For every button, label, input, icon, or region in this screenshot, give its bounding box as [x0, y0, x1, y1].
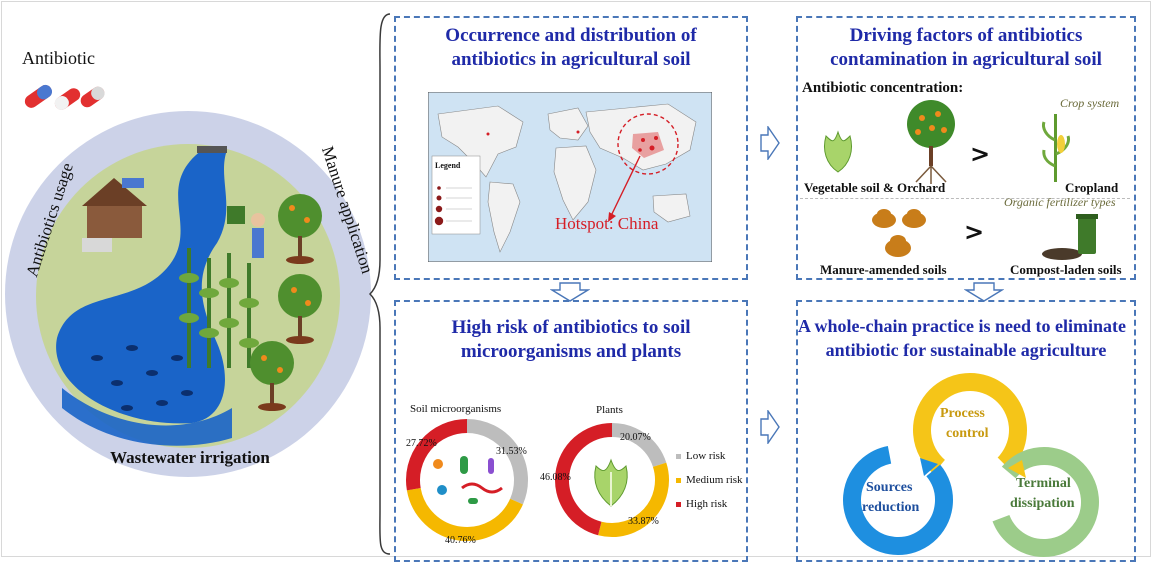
- manure-icon: [872, 209, 926, 257]
- occurrence-title-line2: antibiotics in agricultural soil: [451, 49, 691, 70]
- manure-amended-soils-label: Manure-amended soils: [820, 262, 947, 277]
- divider-line: [800, 198, 1130, 199]
- microbe-icons: [433, 456, 503, 504]
- antibiotic-concentration-label: Antibiotic concentration:: [802, 80, 964, 96]
- occurrence-title-line1: Occurrence and distribution of: [445, 25, 697, 46]
- compost-laden-soils-label: Compost-laden soils: [1010, 262, 1122, 277]
- crop-system-label: Crop system: [1060, 96, 1120, 110]
- soil-microorganisms-label: Soil microorganisms: [410, 403, 502, 415]
- down-arrow-icon-right: [964, 282, 1004, 302]
- antibiotic-title: Antibiotic: [22, 48, 95, 68]
- world-map: [428, 92, 712, 262]
- donut-slice-low-risk: [611, 423, 667, 468]
- risk-legend: Low risk Medium risk High risk: [676, 446, 743, 514]
- down-arrow-icon: [550, 282, 590, 302]
- cropland-label: Cropland: [1065, 180, 1119, 195]
- vegetable-icon: [824, 130, 852, 173]
- compost-bin-icon: [1042, 214, 1098, 260]
- soil-pct-low: 31.53%: [496, 446, 527, 457]
- process-label: Process: [940, 406, 985, 421]
- orchard-tree-icon: [907, 100, 955, 184]
- vegetable-orchard-label: Vegetable soil & Orchard: [804, 180, 946, 195]
- control-label: control: [946, 426, 989, 441]
- plant-pct-high: 46.08%: [540, 472, 571, 483]
- hotspot-label: Hotspot: China: [555, 214, 659, 233]
- wastewater-irrigation-label: Wastewater irrigation: [110, 448, 270, 467]
- plants-label: Plants: [596, 404, 623, 416]
- legend-swatch-medium: [676, 477, 681, 483]
- right-arrow-icon-bottom: [760, 410, 780, 444]
- donut-slice-medium-risk: [406, 487, 523, 541]
- chain-title-line1: A whole-chain practice is need to elimin…: [798, 316, 1126, 336]
- legend-low-risk: Low risk: [686, 450, 726, 462]
- organic-fertilizer-types-label: Organic fertilizer types: [1004, 195, 1116, 209]
- soil-pct-medium: 40.76%: [445, 535, 476, 546]
- terminal-label: Terminal: [1016, 476, 1071, 491]
- greater-than-fertilizer: >: [964, 218, 985, 246]
- reduction-label: reduction: [862, 500, 920, 515]
- chain-title-line2: antibiotic for sustainable agriculture: [825, 340, 1107, 360]
- map-legend-title: Legend: [435, 161, 461, 170]
- dissipation-label: dissipation: [1010, 496, 1075, 511]
- legend-swatch-high: [676, 501, 681, 507]
- legend-swatch-low: [676, 453, 681, 459]
- donut-slice-high-risk: [406, 419, 468, 491]
- corn-icon: [1042, 114, 1070, 182]
- plant-pct-low: 20.07%: [620, 432, 651, 443]
- risk-title-line1: High risk of antibiotics to soil: [451, 317, 691, 338]
- plants-donut-chart: [555, 423, 669, 537]
- plant-pct-medium: 33.87%: [628, 516, 659, 527]
- greater-than-crop: >: [970, 140, 991, 168]
- right-arrow-icon-top: [760, 126, 780, 160]
- driving-title-line2: contamination in agricultural soil: [830, 49, 1102, 70]
- donut-slice-high-risk: [555, 423, 613, 536]
- farm-illustration: [5, 111, 371, 477]
- sources-label: Sources: [866, 480, 913, 495]
- legend-high-risk: High risk: [686, 498, 728, 510]
- donut-slice-low-risk: [466, 419, 528, 505]
- panel-occurrence: [394, 16, 748, 280]
- soil-donut-chart: [406, 419, 528, 541]
- panel-driving-factors: [796, 16, 1136, 280]
- driving-title-line1: Driving factors of antibiotics: [849, 25, 1083, 46]
- pills-icon: [24, 84, 105, 111]
- risk-title-line2: microorganisms and plants: [460, 341, 682, 362]
- cycle-diagram: [843, 373, 1099, 557]
- soil-pct-high: 27.72%: [406, 438, 437, 449]
- donut-slice-medium-risk: [598, 462, 669, 537]
- legend-medium-risk: Medium risk: [686, 474, 743, 486]
- lettuce-icon: [594, 458, 628, 507]
- grouping-brace: [368, 13, 391, 555]
